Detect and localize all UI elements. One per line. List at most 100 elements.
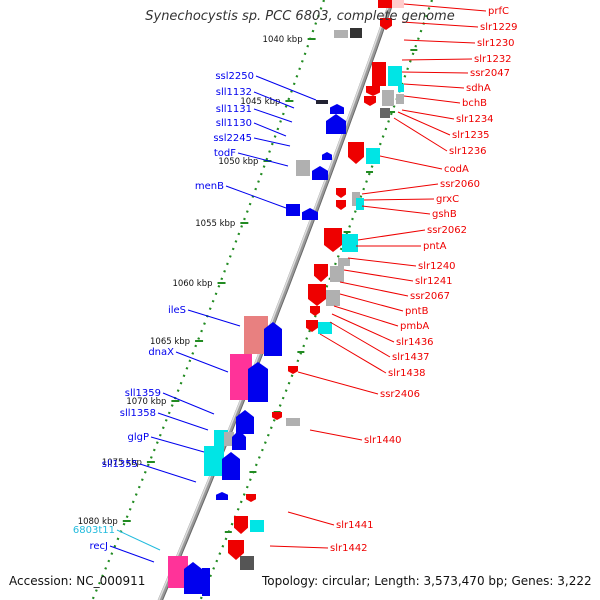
gene-label-sdhA[interactable]: sdhA: [466, 83, 491, 94]
tick-marks: 1040 kbp 1045 kbp 1050 kbp 1055 kbp 1060 kbp…: [78, 0, 434, 600]
gene-forward: [330, 104, 344, 114]
gene-label-pmbA[interactable]: pmbA: [400, 321, 429, 332]
label-connector: [139, 463, 197, 483]
label-connector: [255, 75, 317, 101]
gene-label-todF[interactable]: todF: [214, 148, 236, 159]
gene-segment: [392, 0, 404, 8]
kbp-label: 1055 kbp: [195, 219, 235, 229]
gene-label-prfC[interactable]: prfC: [488, 6, 509, 17]
label-connector: [253, 91, 295, 109]
gene-forward: [264, 322, 282, 356]
gene-forward: [248, 362, 268, 402]
label-connector: [393, 117, 448, 152]
gene-label-ssr2406[interactable]: ssr2406: [380, 389, 420, 400]
gene-segment: [168, 556, 188, 588]
gene-forward: [316, 100, 328, 104]
label-connector: [253, 108, 293, 123]
topology-text: Topology: circular; Length: 3,573,470 bp…: [262, 574, 592, 588]
gene-label-slr1436[interactable]: slr1436: [396, 337, 434, 348]
gene-label-ssr2067[interactable]: ssr2067: [410, 291, 450, 302]
gene-label-slr1240[interactable]: slr1240: [418, 261, 456, 272]
map-title: Synechocystis sp. PCC 6803, complete gen…: [145, 9, 455, 24]
gene-reverse: [306, 320, 318, 332]
label-connector: [187, 309, 241, 327]
gene-reverse: [348, 142, 364, 164]
gene-segment: [240, 556, 254, 570]
gene-label-slr1235[interactable]: slr1235: [452, 130, 490, 141]
gene-label-ileS[interactable]: ileS: [168, 305, 186, 316]
gene-labels: ssl2250 sll1132 sll1131 sll1130 ssl2245 todF m…: [73, 3, 518, 563]
label-connector: [253, 137, 291, 147]
kbp-label: 1060 kbp: [172, 279, 212, 289]
gene-label-slr1437[interactable]: slr1437: [392, 352, 430, 363]
gene-label-slr1229[interactable]: slr1229: [480, 22, 518, 33]
gene-label-ssr2060[interactable]: ssr2060: [440, 179, 480, 190]
gene-reverse: [336, 188, 346, 198]
gene-label-slr1234[interactable]: slr1234: [456, 114, 494, 125]
gene-label-ssr2047[interactable]: ssr2047: [470, 68, 510, 79]
gene-label-ssl2250[interactable]: ssl2250: [215, 71, 254, 82]
label-connector: [162, 392, 215, 415]
gene-label-slr1230[interactable]: slr1230: [477, 38, 515, 49]
gene-label-slr1236[interactable]: slr1236: [449, 146, 487, 157]
gene-label-bchB[interactable]: bchB: [462, 98, 487, 109]
gene-reverse: [378, 0, 392, 8]
gene-segment: [204, 446, 224, 476]
gene-forward: [184, 562, 202, 594]
gene-label-sll1131[interactable]: sll1131: [216, 104, 252, 115]
label-connector: [109, 545, 155, 563]
gene-label-ssl2245[interactable]: ssl2245: [213, 133, 252, 144]
label-connector: [225, 185, 287, 209]
gene-label-slr1441[interactable]: slr1441: [336, 520, 374, 531]
gene-forward: [232, 430, 246, 450]
label-connector: [357, 229, 426, 241]
label-connector: [343, 269, 414, 282]
label-connector: [269, 545, 329, 549]
gene-label-sll1358[interactable]: sll1358: [120, 408, 156, 419]
gene-label-glgP[interactable]: glgP: [127, 432, 149, 443]
gene-reverse: [234, 516, 248, 534]
gene-label-slr1442[interactable]: slr1442: [330, 543, 368, 554]
gene-segment: [388, 66, 402, 86]
gene-reverse: [324, 228, 342, 252]
gene-segment: [396, 94, 404, 104]
gene-label-sll1130[interactable]: sll1130: [216, 118, 252, 129]
gene-label-sll1132[interactable]: sll1132: [216, 87, 252, 98]
label-connector: [403, 39, 476, 44]
gene-label-ssr2062[interactable]: ssr2062: [427, 225, 467, 236]
gene-label-menB[interactable]: menB: [195, 181, 224, 192]
gene-label-pntB[interactable]: pntB: [405, 306, 429, 317]
gene-label-pntA[interactable]: pntA: [423, 241, 447, 252]
kbp-label: 1080 kbp: [78, 517, 118, 527]
gene-segment: [326, 290, 340, 306]
gene-label-sll1359[interactable]: sll1359: [125, 388, 161, 399]
label-connector: [157, 412, 209, 431]
gene-label-dnaX[interactable]: dnaX: [148, 347, 174, 358]
gene-label-sll1355[interactable]: sll1355: [102, 459, 138, 470]
gene-label-slr1440[interactable]: slr1440: [364, 435, 402, 446]
label-connector: [403, 95, 461, 104]
gene-segment: [296, 160, 310, 176]
gene-forward: [202, 568, 210, 596]
gene-label-gshB[interactable]: gshB: [432, 209, 457, 220]
gene-label-slr1438[interactable]: slr1438: [388, 368, 426, 379]
kbp-label: 1040 kbp: [263, 35, 303, 45]
gene-segment: [334, 30, 348, 38]
gene-label-recJ[interactable]: recJ: [90, 541, 109, 552]
label-connector: [363, 198, 435, 201]
label-connector: [175, 351, 229, 373]
gene-forward: [322, 152, 332, 160]
gene-label-codA[interactable]: codA: [444, 164, 469, 175]
kbp-label: 1045 kbp: [240, 97, 280, 107]
gene-label-grxC[interactable]: grxC: [436, 194, 459, 205]
label-connector: [403, 83, 465, 89]
gene-forward: [222, 452, 240, 480]
gene-label-slr1232[interactable]: slr1232: [474, 54, 512, 65]
gene-forward: [286, 204, 300, 216]
gene-label-slr1241[interactable]: slr1241: [415, 276, 453, 287]
label-connector: [297, 371, 379, 395]
gene-segment: [224, 432, 234, 446]
label-connector: [401, 58, 473, 61]
gene-label-6803t11[interactable]: 6803t11: [73, 525, 115, 536]
gene-segment: [230, 354, 252, 400]
